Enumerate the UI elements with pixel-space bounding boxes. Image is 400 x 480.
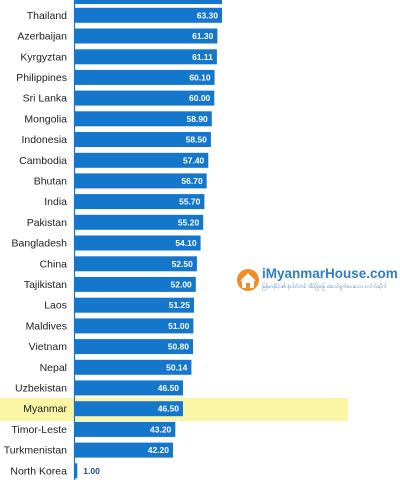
bar-azerbaijan <box>75 28 218 44</box>
category-label-india: India <box>44 196 67 208</box>
bar-cambodia <box>75 152 209 168</box>
bar-bhutan <box>75 173 207 189</box>
watermark-subtitle: မြန်မာနိုင်ငံ၏ နံပါတ်တစ် အိမ်ခြံမြေ ဆောင… <box>262 283 388 290</box>
category-label-cambodia: Cambodia <box>19 155 67 167</box>
bar-turkmenistan <box>75 442 173 458</box>
value-labels: 63.30 61.30 61.11 60.10 60.00 58.90 58.50 57.40… <box>83 10 218 475</box>
top-cut-bar <box>75 0 222 4</box>
category-label-thailand: Thailand <box>27 10 67 22</box>
bars-group <box>75 7 222 479</box>
value-label-kyrgyztan: 61.11 <box>192 52 213 62</box>
bar-mongolia <box>75 111 212 127</box>
category-label-mongolia: Mongolia <box>24 113 67 125</box>
value-label-turkmenistan: 42.20 <box>148 445 170 455</box>
category-label-north-korea: North Korea <box>10 465 67 477</box>
category-label-nepal: Nepal <box>40 362 67 374</box>
bar-nepal <box>75 359 192 375</box>
value-label-thailand: 63.30 <box>197 10 219 20</box>
bar-uzbekistan <box>75 380 183 396</box>
bar-bangladesh <box>75 235 201 251</box>
watermark: iMyanmarHouse.com မြန်မာနိုင်ငံ၏ နံပါတ်တ… <box>237 266 398 291</box>
value-label-bhutan: 56.70 <box>181 176 203 186</box>
bar-laos <box>75 297 194 313</box>
watermark-title: iMyanmarHouse.com <box>262 266 398 281</box>
value-label-tajikistan: 52.00 <box>171 279 193 289</box>
bar-thailand <box>75 7 222 23</box>
value-label-vietnam: 50.80 <box>168 342 190 352</box>
value-label-uzbekistan: 46.50 <box>158 383 180 393</box>
bar-philippines <box>75 69 215 85</box>
bar-vietnam <box>75 339 193 355</box>
category-label-azerbaijan: Azerbaijan <box>17 31 67 43</box>
value-label-pakistan: 55.20 <box>178 217 200 227</box>
bar-timor-leste <box>75 421 176 437</box>
category-labels: Thailand Azerbaijan Kyrgyztan Philippines Sr… <box>4 10 68 477</box>
bar-pakistan <box>75 214 204 230</box>
category-label-uzbekistan: Uzbekistan <box>15 382 67 394</box>
value-label-north-korea: 1.00 <box>83 466 100 476</box>
category-label-laos: Laos <box>44 300 67 312</box>
category-label-turkmenistan: Turkmenistan <box>4 445 67 457</box>
value-label-laos: 51.25 <box>169 300 191 310</box>
category-label-bangladesh: Bangladesh <box>12 238 68 250</box>
value-label-azerbaijan: 61.30 <box>192 31 214 41</box>
bar-kyrgyztan <box>75 49 217 65</box>
value-label-myanmar: 46.50 <box>158 404 180 414</box>
category-label-maldives: Maldives <box>26 320 67 332</box>
value-label-sri-lanka: 60.00 <box>189 93 211 103</box>
value-label-philippines: 60.10 <box>189 72 211 82</box>
value-label-timor-leste: 43.20 <box>150 424 172 434</box>
category-label-philippines: Philippines <box>16 72 67 84</box>
house-logo-icon <box>237 269 259 291</box>
category-label-sri-lanka: Sri Lanka <box>23 93 68 105</box>
bar-myanmar <box>75 401 183 417</box>
value-label-nepal: 50.14 <box>166 362 188 372</box>
bar-tajikistan <box>75 276 196 292</box>
bar-north-korea <box>75 463 78 479</box>
category-label-myanmar: Myanmar <box>23 403 67 415</box>
value-label-bangladesh: 54.10 <box>175 238 197 248</box>
category-label-bhutan: Bhutan <box>34 175 67 187</box>
bar-indonesia <box>75 132 211 147</box>
value-label-china: 52.50 <box>172 259 194 269</box>
category-label-pakistan: Pakistan <box>27 217 67 229</box>
category-label-timor-leste: Timor-Leste <box>11 424 67 436</box>
value-label-indonesia: 58.50 <box>186 135 208 145</box>
bar-sri-lanka <box>75 90 215 106</box>
bar-india <box>75 194 205 210</box>
category-label-china: China <box>40 258 68 270</box>
category-label-indonesia: Indonesia <box>21 134 67 146</box>
value-label-maldives: 51.00 <box>168 321 190 331</box>
category-label-kyrgyztan: Kyrgyztan <box>20 51 67 63</box>
value-label-mongolia: 58.90 <box>187 114 209 124</box>
bar-maldives <box>75 318 194 334</box>
bar-china <box>75 256 197 272</box>
category-label-vietnam: Vietnam <box>29 341 68 353</box>
category-label-tajikistan: Tajikistan <box>24 279 67 291</box>
value-label-cambodia: 57.40 <box>183 155 205 165</box>
value-label-india: 55.70 <box>179 197 201 207</box>
